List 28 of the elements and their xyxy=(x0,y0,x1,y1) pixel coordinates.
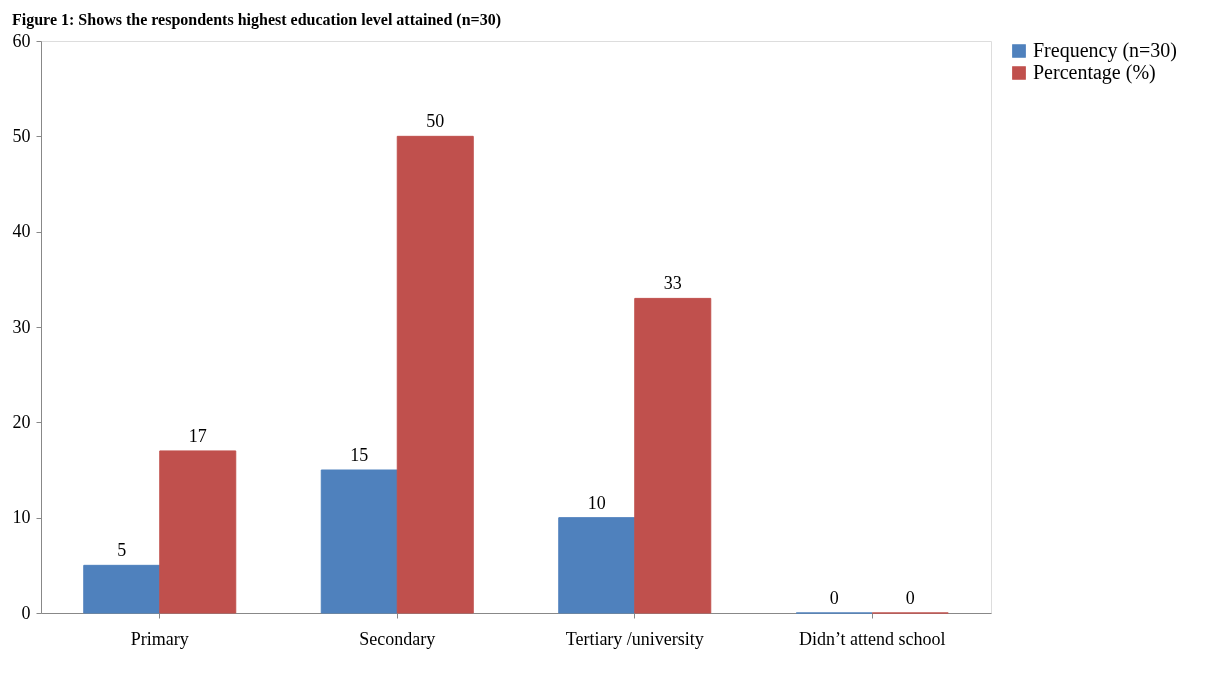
data-label: 15 xyxy=(350,445,369,465)
bar xyxy=(558,517,636,614)
y-tick-label: 60 xyxy=(12,30,31,51)
data-label: 0 xyxy=(905,588,915,608)
legend-label: Frequency (n=30) xyxy=(1033,39,1178,62)
bar xyxy=(320,469,398,614)
x-tick-label: Didn’t attend school xyxy=(798,628,946,649)
y-tick-label: 50 xyxy=(12,125,31,146)
data-label: 50 xyxy=(426,111,445,132)
x-tick-label: Secondary xyxy=(359,628,436,649)
y-tick-label: 30 xyxy=(12,316,31,337)
data-label: 33 xyxy=(663,273,682,294)
bar xyxy=(159,450,237,614)
y-tick-label: 20 xyxy=(12,411,31,432)
bar xyxy=(634,297,712,614)
bar xyxy=(83,564,161,614)
data-label: 0 xyxy=(829,588,839,608)
y-tick-label: 40 xyxy=(12,221,31,242)
data-label: 10 xyxy=(587,492,606,513)
chart-title: Figure 1: Shows the respondents highest education level attained (n=30) xyxy=(12,11,501,29)
data-label: 5 xyxy=(117,540,127,561)
legend-label: Percentage (%) xyxy=(1033,61,1156,84)
x-tick-label: Primary xyxy=(130,628,189,649)
y-tick-label: 0 xyxy=(21,602,31,623)
bar xyxy=(396,135,474,614)
y-tick-label: 10 xyxy=(12,507,31,528)
data-label: 17 xyxy=(188,425,207,446)
x-tick-label: Tertiary /university xyxy=(565,628,704,649)
